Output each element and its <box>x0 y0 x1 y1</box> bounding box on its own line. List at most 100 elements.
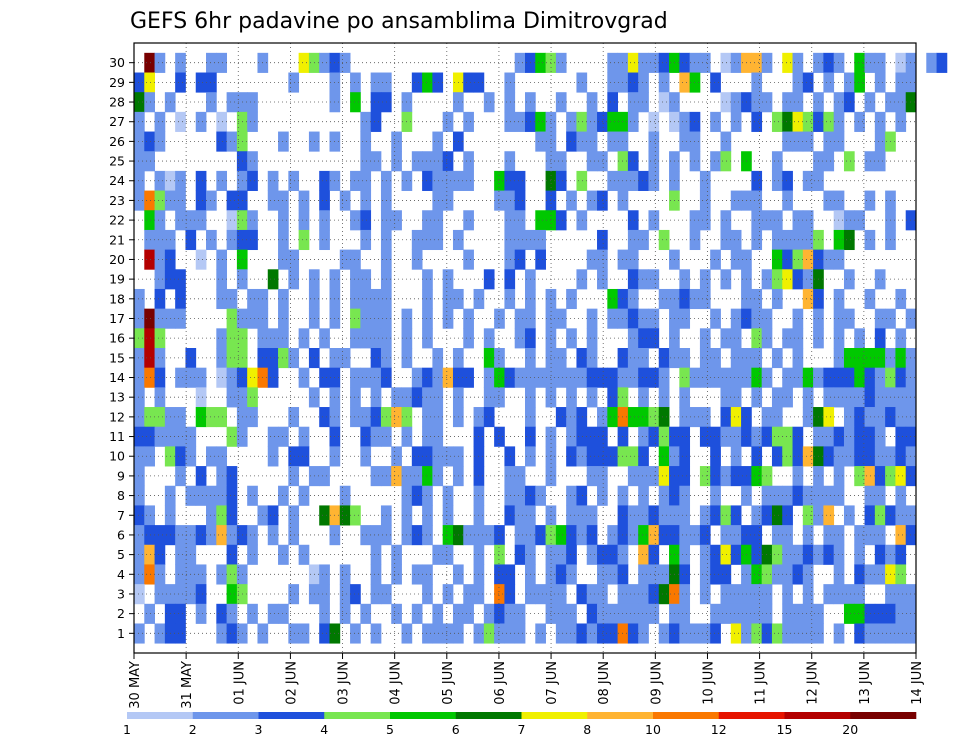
heatmap-cell <box>823 190 835 211</box>
heatmap-cell <box>144 367 155 388</box>
heatmap-cell <box>730 446 742 467</box>
heatmap-cell <box>782 446 793 467</box>
heatmap-cell <box>905 387 917 408</box>
heatmap-cell <box>792 249 804 270</box>
chart-title: GEFS 6hr padavine po ansamblima Dimitrov… <box>130 9 668 34</box>
heatmap-cell <box>566 505 577 526</box>
heatmap-cell <box>771 544 783 565</box>
heatmap-cell <box>144 407 155 428</box>
heatmap-cell <box>134 446 145 467</box>
colorbar-label: 6 <box>452 722 460 737</box>
heatmap-cell <box>627 52 639 73</box>
heatmap-cell <box>278 131 289 152</box>
x-tick-label: 13 JUN <box>858 661 873 705</box>
heatmap-cell <box>555 544 567 565</box>
heatmap-cell <box>175 288 186 310</box>
heatmap-cell <box>216 111 228 132</box>
heatmap-cell <box>823 131 835 152</box>
y-tick-label: 11 <box>109 429 125 444</box>
heatmap-cell <box>833 190 845 211</box>
heatmap-cell <box>339 348 351 369</box>
heatmap-cell <box>154 190 166 211</box>
heatmap-cell <box>134 328 145 349</box>
heatmap-cell <box>895 387 907 408</box>
y-tick-label: 13 <box>109 390 125 405</box>
heatmap-cell <box>638 269 649 290</box>
heatmap-cell <box>638 466 649 487</box>
heatmap-cell <box>761 328 773 349</box>
heatmap-cell <box>586 603 598 624</box>
heatmap-cell <box>782 269 793 290</box>
heatmap-cell <box>278 328 289 349</box>
heatmap-cell <box>411 151 423 172</box>
heatmap-cell <box>195 367 207 388</box>
heatmap-cell <box>535 52 546 73</box>
heatmap-cell <box>566 407 577 428</box>
heatmap-cell <box>699 367 711 388</box>
x-axis: 30 MAY 31 MAY 01 JUN 02 JUN 03 JUN 04 JUN 05 J… <box>128 653 925 709</box>
heatmap-cell <box>895 92 907 113</box>
heatmap-cell <box>874 151 886 172</box>
heatmap-cell <box>154 269 166 290</box>
heatmap-cell <box>514 466 526 487</box>
heatmap-cell <box>730 52 742 73</box>
heatmap-cell <box>607 564 619 585</box>
heatmap-cell <box>432 426 444 447</box>
heatmap-cell <box>298 485 310 506</box>
heatmap-cell <box>751 426 763 447</box>
heatmap-cell <box>782 387 793 408</box>
heatmap-cell <box>134 544 145 565</box>
heatmap-cell <box>422 505 433 526</box>
heatmap-cell <box>843 229 855 251</box>
heatmap-cell <box>134 407 145 428</box>
heatmap-cell <box>463 72 474 93</box>
heatmap-cell <box>782 328 793 349</box>
heatmap-cell <box>720 584 732 605</box>
heatmap-cell <box>679 466 691 487</box>
heatmap-cell <box>782 623 793 644</box>
heatmap-cell <box>782 426 793 447</box>
y-tick-label: 30 <box>109 55 125 70</box>
heatmap-cell <box>658 92 670 113</box>
heatmap-cell <box>833 111 845 132</box>
heatmap-cell <box>802 485 814 506</box>
heatmap-cell <box>247 111 258 132</box>
x-tick-label: 11 JUN <box>754 661 769 705</box>
heatmap-cell <box>710 564 721 585</box>
heatmap-cell <box>638 525 649 546</box>
heatmap-cell <box>350 584 361 605</box>
heatmap-cell <box>607 525 619 546</box>
heatmap-cell <box>751 367 763 388</box>
heatmap-cell <box>411 249 423 270</box>
heatmap-cell <box>226 348 238 369</box>
heatmap-cell <box>905 308 917 329</box>
heatmap-cell <box>247 367 258 388</box>
heatmap-cell <box>154 426 166 447</box>
heatmap-cell <box>751 190 763 211</box>
heatmap-cell <box>854 446 865 467</box>
heatmap-cell <box>638 544 649 565</box>
y-tick-label: 2 <box>117 606 125 621</box>
heatmap-cell <box>288 407 300 428</box>
heatmap-cell <box>720 387 732 408</box>
heatmap-cell <box>874 525 886 546</box>
heatmap-cell <box>298 623 310 644</box>
colorbar-swatch <box>127 712 194 719</box>
heatmap-cell <box>771 229 783 251</box>
y-tick-label: 9 <box>117 468 125 483</box>
heatmap-cell <box>905 623 917 644</box>
y-tick-label: 3 <box>117 586 125 601</box>
heatmap-cell <box>144 564 155 585</box>
heatmap-cell <box>442 584 454 605</box>
y-axis: 1234567891011121314151617181920212223242… <box>109 55 134 641</box>
heatmap-cell <box>391 210 402 231</box>
heatmap-cell <box>648 328 660 349</box>
heatmap-cell <box>874 72 886 93</box>
colorbar-swatch <box>850 712 917 719</box>
heatmap-cell <box>833 485 845 506</box>
heatmap-cell <box>411 603 423 624</box>
heatmap-cell <box>771 151 783 172</box>
heatmap-cell <box>350 170 361 191</box>
heatmap-cell <box>751 229 763 251</box>
heatmap-cell <box>699 505 711 526</box>
